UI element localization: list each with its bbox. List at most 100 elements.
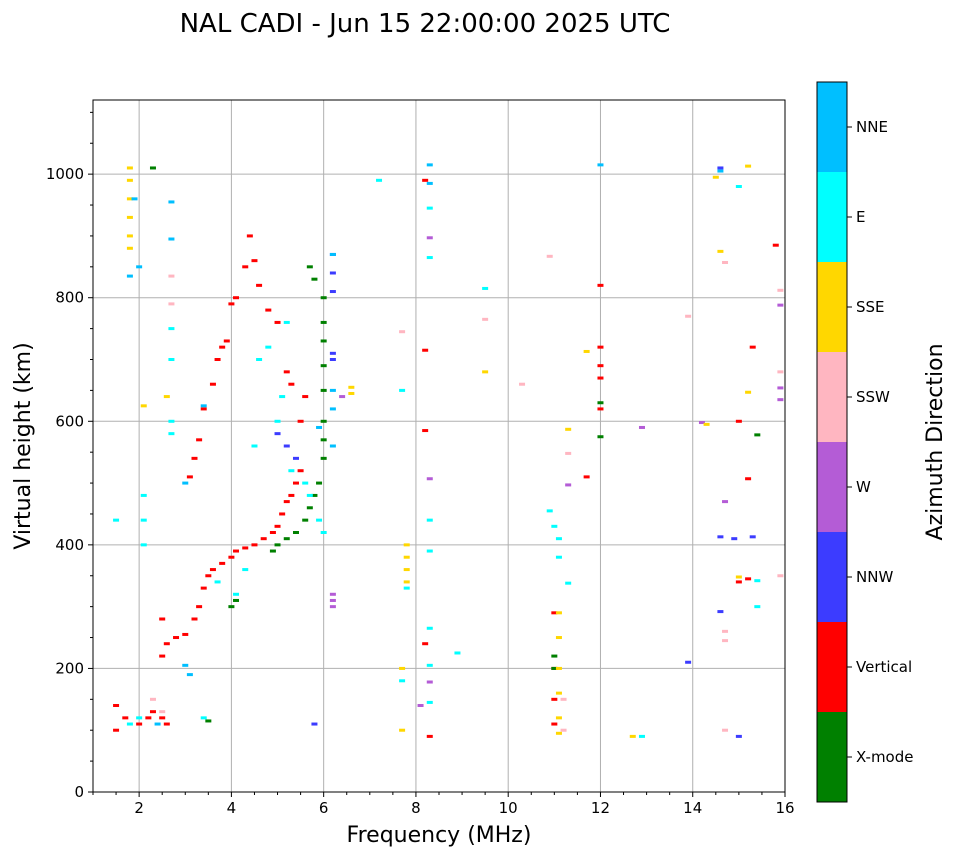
data-point xyxy=(126,178,133,182)
data-point xyxy=(597,401,604,405)
data-point xyxy=(426,206,433,210)
data-point xyxy=(186,673,193,677)
data-point xyxy=(426,549,433,553)
data-point xyxy=(583,475,590,479)
x-axis-ticks: 2 4 6 8 10 12 14 16 xyxy=(92,792,795,817)
data-point xyxy=(546,254,553,258)
data-point xyxy=(159,710,166,714)
data-point xyxy=(320,438,327,442)
x-tick-label: 10 xyxy=(499,799,518,817)
data-point xyxy=(403,568,410,572)
data-point xyxy=(777,303,784,307)
data-point xyxy=(555,716,562,720)
data-point xyxy=(749,345,756,349)
data-point xyxy=(426,680,433,684)
plot-frame xyxy=(92,99,786,793)
x-tick-label: 4 xyxy=(227,799,237,817)
data-point xyxy=(256,358,263,361)
data-point xyxy=(551,611,558,615)
data-point xyxy=(283,500,290,504)
data-point xyxy=(196,438,203,442)
data-point xyxy=(320,419,327,423)
colorbar-frame xyxy=(816,81,848,803)
data-point xyxy=(297,419,304,423)
data-point xyxy=(745,477,752,481)
data-point xyxy=(717,535,724,539)
colorbar-segment xyxy=(817,82,847,172)
data-point xyxy=(403,543,410,547)
data-point xyxy=(597,435,604,439)
data-point xyxy=(703,422,710,426)
data-point xyxy=(426,626,433,630)
data-point xyxy=(717,610,724,614)
data-point xyxy=(182,632,189,636)
data-point xyxy=(565,451,572,455)
data-point xyxy=(735,419,742,423)
data-point xyxy=(168,432,175,436)
data-point xyxy=(329,605,336,609)
data-point xyxy=(320,296,327,300)
series-nne xyxy=(126,163,724,726)
data-point xyxy=(745,164,752,168)
data-point xyxy=(196,605,203,609)
colorbar-tick-label: Vertical xyxy=(856,658,912,676)
data-point xyxy=(265,308,272,312)
data-point xyxy=(551,524,558,528)
data-point xyxy=(113,704,120,707)
data-point xyxy=(560,728,567,732)
data-point xyxy=(722,500,729,504)
data-point xyxy=(292,531,299,534)
data-point xyxy=(399,666,406,670)
data-point xyxy=(777,370,784,374)
data-point xyxy=(329,388,336,392)
data-point xyxy=(311,493,318,497)
data-point xyxy=(168,358,175,361)
data-point xyxy=(555,555,562,559)
x-tick-label: 12 xyxy=(591,799,610,817)
series-w xyxy=(329,236,784,707)
data-point xyxy=(214,580,221,584)
data-point xyxy=(555,611,562,615)
data-point xyxy=(399,728,406,732)
data-point xyxy=(283,444,290,448)
data-point xyxy=(735,575,742,579)
data-point xyxy=(597,163,604,167)
data-point xyxy=(422,642,429,646)
data-point xyxy=(426,163,433,167)
data-point xyxy=(316,481,323,485)
data-point xyxy=(329,592,336,596)
data-point xyxy=(269,549,276,553)
colorbar-tick-label: W xyxy=(856,478,871,496)
data-point xyxy=(597,407,604,411)
data-point xyxy=(126,722,133,726)
colorbar-tick-label: E xyxy=(856,208,865,226)
series-x-mode xyxy=(149,166,761,723)
data-point xyxy=(329,252,336,256)
data-point xyxy=(288,382,295,386)
data-point xyxy=(283,370,290,374)
data-point xyxy=(320,364,327,368)
data-point xyxy=(149,697,156,701)
data-point xyxy=(597,345,604,349)
data-point xyxy=(482,370,489,374)
x-tick-label: 2 xyxy=(134,799,144,817)
colorbar-label: Azimuth Direction xyxy=(923,343,948,540)
data-point xyxy=(126,234,133,238)
data-point xyxy=(551,722,558,726)
data-point xyxy=(191,617,198,621)
data-point xyxy=(638,734,645,738)
data-point xyxy=(140,543,147,547)
data-point xyxy=(426,663,433,667)
data-point xyxy=(140,493,147,497)
data-point xyxy=(565,427,572,431)
data-point xyxy=(422,178,429,182)
data-point xyxy=(745,577,752,581)
data-point xyxy=(242,546,249,550)
data-point xyxy=(454,651,461,655)
y-axis-ticks: 0 200 400 600 800 1000 xyxy=(46,111,93,801)
data-point xyxy=(209,382,216,386)
data-point xyxy=(735,734,742,738)
data-point xyxy=(126,197,133,201)
data-point xyxy=(274,419,281,423)
data-point xyxy=(242,265,249,269)
